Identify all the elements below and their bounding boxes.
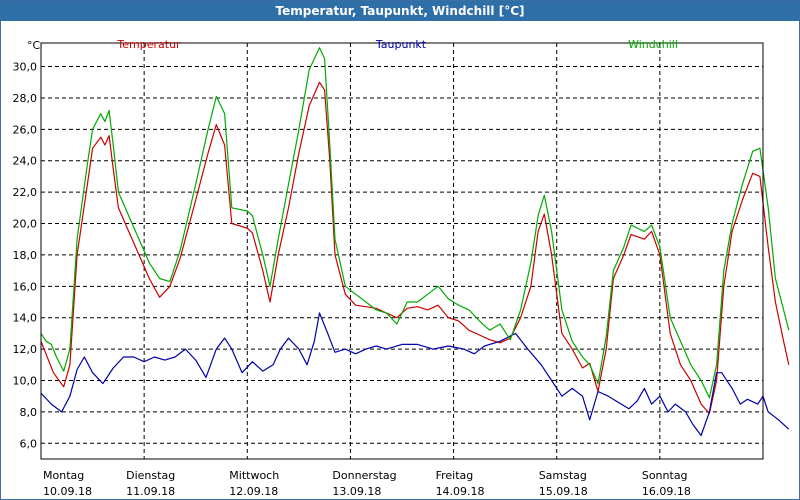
x-tick-date: 13.09.18: [332, 485, 381, 498]
y-tick-label: 30,0: [13, 61, 38, 74]
y-tick-label: 26,0: [13, 123, 38, 136]
x-tick-day: Montag: [43, 469, 84, 482]
y-unit-label: °C: [27, 39, 41, 52]
x-tick-day: Freitag: [436, 469, 474, 482]
x-tick-date: 15.09.18: [539, 485, 588, 498]
chart-labels: 6,0 8,0 10,0 12,0 14,0 16,0 18,0 20,0 22,0 24,0 26…: [13, 38, 691, 498]
window-title: Temperatur, Taupunkt, Windchill [°C]: [1, 1, 799, 21]
series-group: [40, 47, 790, 437]
x-tick-date: 10.09.18: [43, 485, 92, 498]
y-tick-label: 20,0: [13, 218, 38, 231]
grid-lines: [41, 43, 763, 459]
y-tick-label: 18,0: [13, 249, 38, 262]
x-tick-day: Samstag: [539, 469, 587, 482]
x-tick-date: 11.09.18: [126, 485, 175, 498]
x-tick-day: Mittwoch: [229, 469, 279, 482]
series-line-windchill: [40, 47, 790, 399]
series-line-temperatur: [40, 81, 790, 415]
y-tick-label: 16,0: [13, 280, 38, 293]
y-tick-label: 12,0: [13, 343, 38, 356]
x-tick-day: Donnerstag: [332, 469, 396, 482]
y-tick-label: 14,0: [13, 312, 38, 325]
y-tick-label: 6,0: [20, 437, 38, 450]
legend-taupunkt: Taupunkt: [375, 38, 427, 51]
y-tick-label: 22,0: [13, 186, 38, 199]
x-tick-date: 16.09.18: [642, 485, 691, 498]
y-tick-label: 28,0: [13, 92, 38, 105]
y-tick-label: 8,0: [20, 406, 38, 419]
x-tick-day: Dienstag: [126, 469, 175, 482]
legend-windchill: Windchill: [628, 38, 678, 51]
axes: [40, 42, 764, 460]
series-line-taupunkt: [40, 312, 790, 437]
line-chart: 6,0 8,0 10,0 12,0 14,0 16,0 18,0 20,0 22,0 24,0 26…: [13, 38, 790, 498]
x-tick-day: Sonntag: [642, 469, 688, 482]
y-tick-label: 24,0: [13, 155, 38, 168]
y-tick-label: 10,0: [13, 375, 38, 388]
x-tick-date: 12.09.18: [229, 485, 278, 498]
legend-temperatur: Temperatur: [116, 38, 181, 51]
x-tick-date: 14.09.18: [436, 485, 485, 498]
plot-frame: [40, 42, 764, 460]
